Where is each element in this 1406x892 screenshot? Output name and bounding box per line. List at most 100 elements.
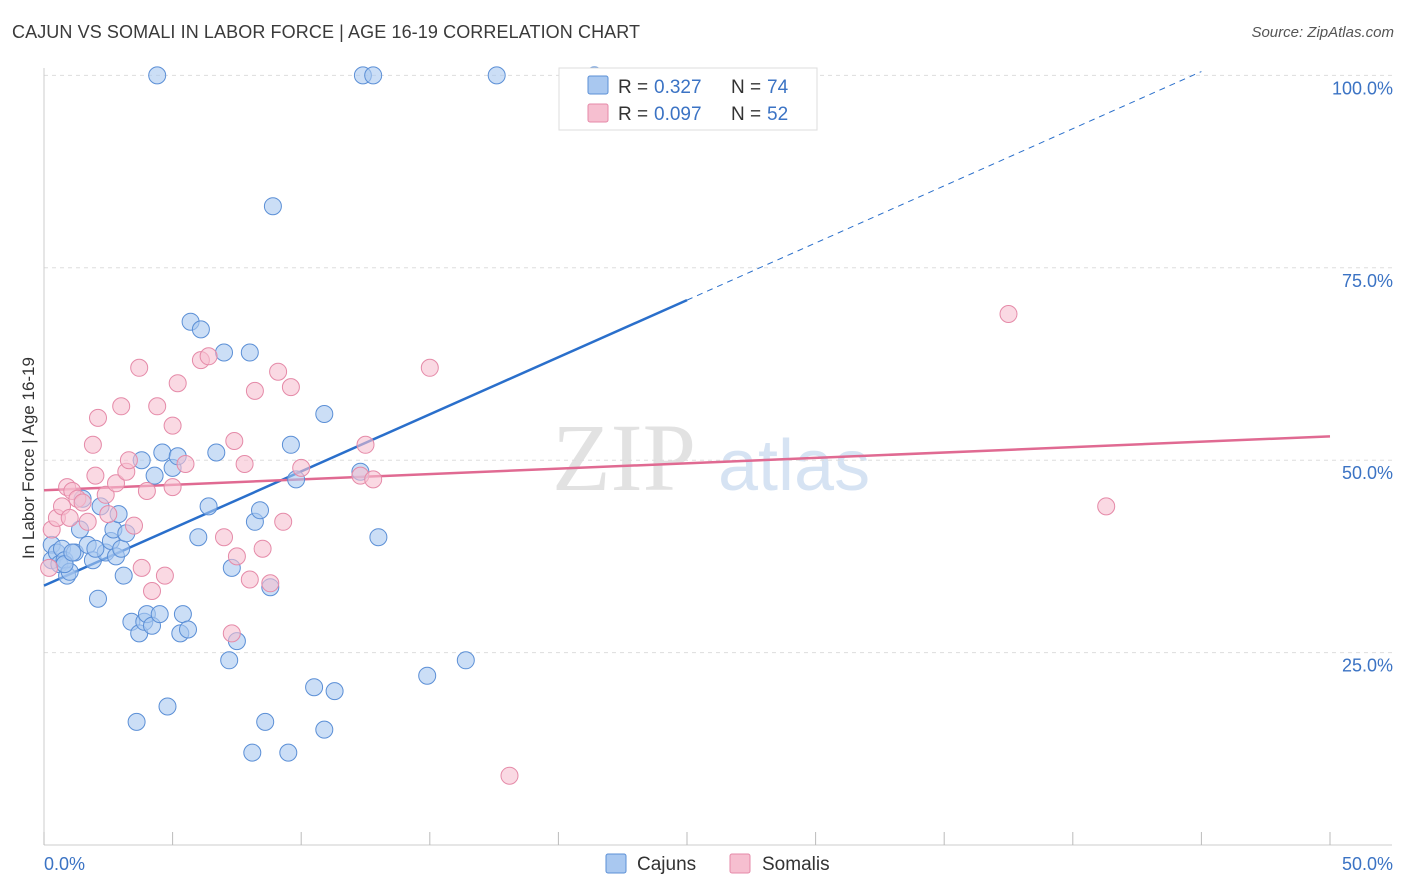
- cajun-point: [256, 712, 275, 731]
- axes: [43, 68, 1392, 846]
- somali-point: [86, 466, 105, 485]
- cajun-point: [173, 605, 192, 624]
- y-tick-labels: 25.0% 50.0% 75.0% 100.0%: [1332, 78, 1393, 675]
- somali-point: [83, 435, 102, 454]
- cajun-point: [199, 497, 218, 516]
- cajun-point: [263, 197, 282, 216]
- somali-point: [148, 397, 167, 416]
- cajun-point: [279, 743, 298, 762]
- cajun-point: [150, 605, 169, 624]
- legend-swatch-somalis: [587, 103, 609, 123]
- cajun-point: [189, 528, 208, 547]
- y-tick-label-25: 25.0%: [1342, 656, 1393, 676]
- cajun-point: [86, 539, 105, 558]
- somali-point: [292, 458, 311, 477]
- legend-r-label-cajuns: R =: [618, 77, 648, 98]
- cajun-point: [114, 566, 133, 585]
- cajun-point: [364, 66, 383, 85]
- watermark-zip: ZIP: [552, 404, 696, 511]
- cajun-point: [315, 405, 334, 423]
- cajun-point: [215, 343, 233, 362]
- somali-point: [269, 362, 288, 381]
- somali-point: [73, 493, 92, 512]
- somali-point: [137, 482, 156, 500]
- somali-point: [155, 566, 174, 585]
- bottom-legend-label-somalis: Somalis: [762, 854, 830, 875]
- somali-point: [132, 558, 151, 577]
- legend-n-value-cajuns: 74: [767, 77, 789, 98]
- cajun-point: [145, 466, 164, 485]
- watermark-atlas: atlas: [718, 426, 870, 506]
- legend-n-label-cajuns: N =: [731, 77, 761, 98]
- cajun-point: [240, 343, 259, 362]
- somali-point: [99, 505, 118, 524]
- legend-r-label-somalis: R =: [618, 104, 648, 125]
- somali-point: [215, 528, 233, 547]
- bottom-legend-swatch-somalis: [729, 853, 751, 874]
- somali-point: [227, 547, 246, 566]
- y-tick-label-50: 50.0%: [1342, 463, 1393, 483]
- somali-point: [253, 539, 272, 558]
- y-tick-label-75: 75.0%: [1342, 271, 1393, 291]
- somali-point: [96, 485, 115, 504]
- somali-point: [999, 305, 1018, 323]
- somali-point: [119, 451, 138, 470]
- legend-r-value-cajuns: 0.327: [654, 77, 702, 98]
- cajun-point: [281, 435, 300, 454]
- source-credit: Source: ZipAtlas.com: [1251, 24, 1394, 41]
- cajun-point: [63, 543, 82, 562]
- data-points: [40, 66, 1116, 785]
- somali-point: [78, 512, 97, 531]
- cajun-point: [179, 620, 197, 639]
- bottom-legend-swatch-cajuns: [605, 853, 627, 874]
- somali-point: [130, 358, 149, 377]
- cajun-point: [243, 743, 262, 762]
- grid-lines: [44, 74, 1392, 654]
- somali-point: [420, 358, 439, 377]
- y-tick-label-100: 100.0%: [1332, 78, 1393, 98]
- somali-point: [40, 558, 59, 577]
- cajun-point: [251, 501, 269, 520]
- cajun-point: [89, 589, 107, 608]
- somali-point: [112, 397, 131, 416]
- legend-swatch-cajuns: [587, 75, 609, 95]
- somali-point: [356, 435, 375, 454]
- somali-point: [222, 624, 241, 643]
- cajun-point: [153, 443, 172, 462]
- somali-point: [60, 508, 79, 527]
- somali-point: [199, 347, 218, 366]
- x-tick-label-max: 50.0%: [1342, 854, 1393, 874]
- cajun-point: [112, 539, 131, 558]
- cajun-point: [369, 528, 388, 547]
- somali-point: [143, 582, 161, 600]
- cajun-point: [315, 720, 334, 739]
- somali-point: [1097, 497, 1116, 516]
- somali-point: [168, 374, 187, 393]
- bottom-legend-label-cajuns: Cajuns: [637, 854, 696, 875]
- cajun-point: [207, 443, 226, 462]
- cajun-point: [456, 651, 475, 670]
- somali-point: [364, 470, 383, 489]
- somali-point: [125, 516, 143, 535]
- somali-point: [261, 574, 280, 593]
- legend-n-value-somalis: 52: [767, 104, 788, 125]
- somali-point: [163, 416, 182, 435]
- somali-point: [89, 408, 107, 427]
- chart-title: CAJUN VS SOMALI IN LABOR FORCE | AGE 16-…: [12, 22, 641, 42]
- somali-point: [225, 432, 244, 450]
- legend-n-label-somalis: N =: [731, 104, 761, 125]
- somali-point: [107, 474, 125, 493]
- cajun-trend-extension: [686, 71, 1202, 301]
- cajun-point: [191, 320, 210, 339]
- somali-point: [163, 478, 182, 497]
- cajun-point: [487, 66, 506, 85]
- cajun-point: [418, 666, 437, 685]
- legend-r-value-somalis: 0.097: [654, 104, 702, 125]
- somali-trend-line: [43, 435, 1331, 492]
- x-tick-label-min: 0.0%: [44, 854, 85, 874]
- somali-point: [245, 381, 264, 400]
- cajun-point: [305, 678, 324, 697]
- somali-point: [500, 766, 519, 785]
- somali-point: [281, 378, 300, 397]
